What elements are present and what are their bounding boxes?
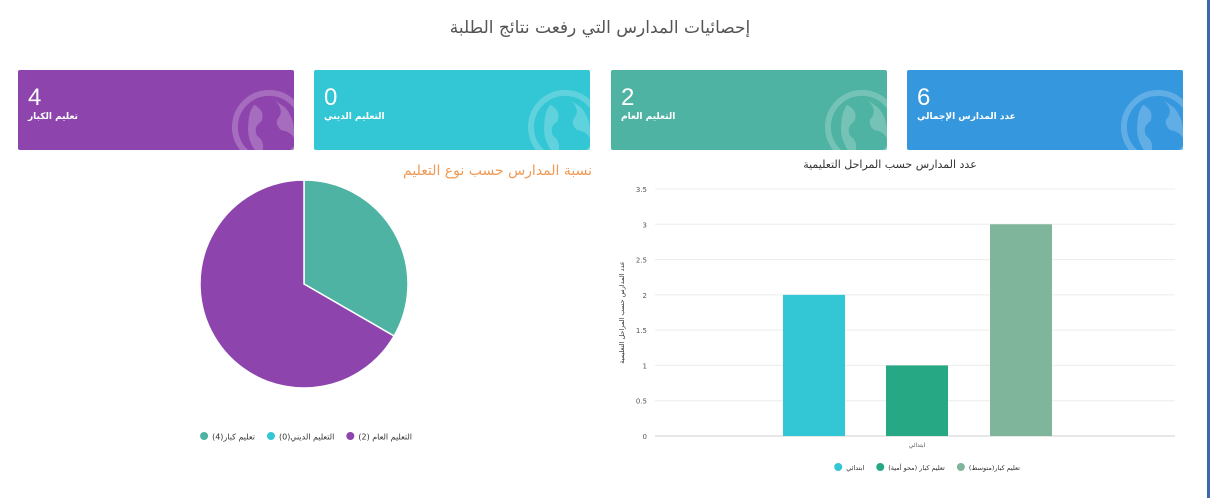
page-right-border	[1207, 0, 1210, 498]
bar[interactable]	[990, 224, 1052, 436]
bar-chart: 0 0.5 1 1.5 2 2.5 3 3.5 عدد المدارس حسب المراحل …	[618, 186, 1175, 472]
y-tick-label: 3.5	[636, 186, 647, 194]
page-title: إحصائيات المدارس التي رفعت نتائج الطلبة	[449, 18, 751, 38]
globe-icon	[232, 90, 294, 150]
pie-legend-item[interactable]: التعليم العام (2)	[346, 432, 412, 442]
pie-legend-label: التعليم العام (2)	[358, 433, 412, 442]
bar-chart-title: عدد المدارس حسب المراحل التعليمية	[803, 158, 977, 171]
bar[interactable]	[886, 365, 948, 436]
bar-legend-label: ابتدائي	[846, 464, 864, 472]
pie-legend-marker	[200, 432, 209, 440]
bar-legend-marker	[956, 463, 965, 471]
pie-legend-label: التعليم الديني(0)	[279, 433, 334, 442]
globe-icon	[825, 90, 887, 150]
pie-legend-item[interactable]: التعليم الديني(0)	[266, 432, 334, 442]
stat-card-adult-education: 4 تعليم الكبار	[18, 70, 294, 150]
bar[interactable]	[783, 294, 845, 436]
bar-legend-marker	[876, 463, 885, 471]
pie-legend-marker	[266, 432, 275, 440]
pie-legend-marker	[346, 432, 355, 440]
pie-legend-label: تعليم كبار(4)	[212, 433, 255, 442]
pie-slice[interactable]	[303, 180, 409, 338]
y-tick-label: 1	[643, 362, 647, 370]
y-tick-label: 3	[643, 221, 647, 229]
y-tick-label: 0	[643, 433, 647, 441]
y-axis-label: عدد المدارس حسب المراحل التعليمية	[618, 261, 626, 364]
bar-legend-item[interactable]: تعليم كبار(متوسط)	[956, 463, 1020, 472]
y-tick-label: 2	[643, 292, 647, 300]
y-tick-label: 1.5	[636, 327, 647, 335]
bar-legend-label: تعليم كبار(متوسط)	[969, 464, 1020, 472]
stat-card-total-schools: 6 عدد المدارس الإجمالي	[907, 70, 1183, 150]
stat-label: عدد المدارس الإجمالي	[917, 112, 1016, 122]
bar-legend-item[interactable]: تعليم كبار (محو أمية)	[876, 463, 945, 472]
bar-legend-label: تعليم كبار (محو أمية)	[888, 463, 945, 472]
stat-label: التعليم الديني	[324, 112, 385, 122]
globe-icon	[1121, 90, 1183, 150]
stat-card-religious-education: 0 التعليم الديني	[314, 70, 590, 150]
pie-chart-title: نسبة المدارس حسب نوع التعليم	[403, 163, 592, 179]
y-tick-label: 2.5	[636, 257, 647, 265]
pie-legend-item[interactable]: تعليم كبار(4)	[200, 432, 255, 442]
bar-legend-marker	[834, 463, 843, 471]
stat-label: التعليم العام	[621, 112, 676, 122]
pie-chart: التعليم العام (2) التعليم الديني(0) تعليم …	[199, 180, 412, 442]
stat-value: 4	[28, 84, 42, 111]
y-tick-label: 0.5	[636, 398, 647, 406]
globe-icon	[528, 90, 590, 150]
stat-label: تعليم الكبار	[28, 112, 78, 122]
stat-card-general-education: 2 التعليم العام	[611, 70, 887, 150]
stat-value: 2	[621, 84, 635, 111]
pie-slice[interactable]	[199, 180, 396, 389]
x-tick-label: ابتدائي	[909, 442, 926, 449]
stat-value: 6	[917, 84, 931, 111]
bar-legend-item[interactable]: ابتدائي	[834, 463, 864, 472]
stat-value: 0	[324, 84, 338, 111]
